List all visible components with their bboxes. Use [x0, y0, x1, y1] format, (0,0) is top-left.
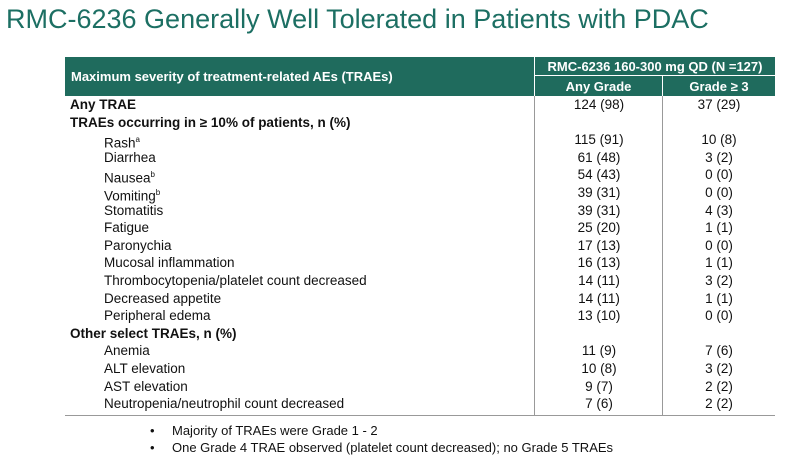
- cell-value: 0 (0): [705, 308, 733, 324]
- cell-value: 16 (13): [577, 255, 621, 271]
- cell-value: 0 (0): [705, 237, 733, 253]
- cell-value: 3 (2): [705, 149, 733, 165]
- cell-value: 0 (0): [705, 185, 733, 200]
- cell-value: 39 (31): [577, 202, 621, 218]
- table-border: [65, 414, 775, 416]
- cell-value: 61 (48): [577, 149, 621, 165]
- row-label: ALT elevation: [104, 361, 186, 376]
- column-header: Grade ≥ 3: [663, 76, 775, 96]
- cell-value: 2 (2): [705, 396, 733, 412]
- row-label: Rasha: [104, 135, 140, 151]
- row-label: Thrombocytopenia/platelet count decrease…: [104, 273, 367, 288]
- cell-value: 1 (1): [705, 290, 733, 306]
- cell-value: 3 (2): [705, 361, 733, 376]
- row-label: Vomitingb: [104, 188, 161, 204]
- cell-value: 4 (3): [705, 202, 733, 218]
- footnote-marker: b: [155, 188, 161, 197]
- row-header: Maximum severity of treatment-related AE…: [65, 57, 534, 96]
- cell-value: 54 (43): [577, 167, 621, 183]
- row-label: Stomatitis: [104, 202, 164, 218]
- cell-value: 0 (0): [705, 167, 733, 183]
- cell-value: 13 (10): [577, 308, 621, 324]
- row-label: Paronychia: [104, 237, 172, 253]
- column-divider: [534, 96, 535, 415]
- group-header: RMC-6236 160-300 mg QD (N =127): [535, 57, 775, 75]
- cell-value: 10 (8): [581, 361, 617, 376]
- row-label: Fatigue: [104, 220, 150, 236]
- row-label: TRAEs occurring in ≥ 10% of patients, n …: [70, 114, 351, 130]
- cell-value: 115 (91): [574, 132, 624, 148]
- row-label: Any TRAE: [70, 97, 137, 112]
- column-divider: [662, 96, 663, 415]
- footnote-marker: a: [135, 135, 140, 145]
- cell-value: 2 (2): [705, 378, 733, 394]
- row-label: Peripheral edema: [104, 308, 211, 324]
- cell-value: 11 (9): [581, 343, 617, 359]
- cell-value: 9 (7): [585, 378, 613, 394]
- cell-value: 3 (2): [705, 273, 733, 288]
- cell-value: 14 (11): [578, 273, 620, 288]
- footnote: Majority of TRAEs were Grade 1 - 2: [172, 422, 378, 438]
- footnote-marker: b: [150, 170, 155, 180]
- row-label: AST elevation: [104, 378, 188, 394]
- cell-value: 10 (8): [701, 132, 737, 148]
- cell-value: 39 (31): [577, 185, 621, 200]
- row-label: Other select TRAEs, n (%): [70, 325, 237, 341]
- row-label: Decreased appetite: [104, 290, 222, 306]
- cell-value: 7 (6): [705, 343, 733, 359]
- cell-value: 14 (11): [578, 290, 620, 306]
- row-label: Nauseab: [104, 170, 155, 186]
- cell-value: 124 (98): [573, 97, 625, 112]
- cell-value: 1 (1): [705, 255, 733, 271]
- cell-value: 25 (20): [577, 220, 621, 236]
- column-header: Any Grade: [535, 76, 662, 96]
- row-label: Diarrhea: [104, 149, 156, 165]
- footnote: One Grade 4 TRAE observed (platelet coun…: [172, 439, 614, 455]
- bullet: •: [150, 422, 155, 438]
- cell-value: 37 (29): [697, 97, 741, 112]
- title: RMC-6236 Generally Well Tolerated in Pat…: [6, 4, 709, 34]
- cell-value: 17 (13): [577, 237, 621, 253]
- cell-value: 7 (6): [585, 396, 613, 412]
- row-label: Mucosal inflammation: [104, 255, 235, 271]
- row-label: Anemia: [104, 343, 150, 359]
- row-label: Neutropenia/neutrophil count decreased: [104, 396, 345, 412]
- bullet: •: [150, 439, 155, 455]
- cell-value: 1 (1): [705, 220, 733, 236]
